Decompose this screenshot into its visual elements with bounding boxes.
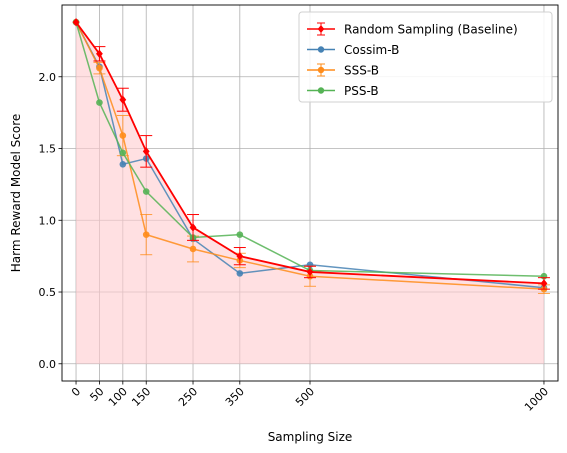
y-tick-label: 0.0 (39, 358, 57, 371)
legend-entry: Random Sampling (Baseline) (307, 22, 518, 37)
y-axis-label: Harm Reward Model Score (9, 114, 23, 273)
x-tick-label: 150 (129, 385, 153, 409)
data-point (96, 99, 103, 106)
x-tick-label: 350 (223, 385, 247, 409)
series-line (75, 22, 544, 277)
series-line (75, 21, 545, 289)
x-tick-label: 250 (176, 385, 200, 409)
x-tick-label: 500 (293, 385, 317, 409)
legend-marker (317, 46, 325, 53)
legend-label: Random Sampling (Baseline) (344, 23, 518, 37)
legend-marker (317, 66, 325, 74)
data-point (236, 251, 244, 261)
data-point (540, 279, 548, 288)
data-point (119, 149, 127, 157)
legend-entry: SSS-B (307, 63, 379, 78)
x-tick-label: 100 (106, 385, 130, 409)
y-tick-label: 1.0 (39, 214, 57, 227)
legend-entry: Cossim-B (307, 43, 399, 57)
x-axis-label: Sampling Size (268, 430, 353, 444)
legend-marker (317, 25, 325, 33)
data-point (189, 223, 197, 232)
legend-marker (317, 87, 325, 94)
data-point (236, 231, 244, 238)
data-point (142, 188, 150, 195)
x-tick-label: 0 (69, 385, 83, 399)
data-point (96, 49, 103, 58)
legend-label: SSS-B (344, 64, 379, 78)
series-layer (72, 18, 550, 294)
y-tick-label: 2.0 (39, 71, 57, 84)
series-random-sampling-baseline (72, 18, 550, 290)
legend: Random Sampling (Baseline) Cossim-B SSS-B P… (298, 11, 553, 103)
y-tick-label: 1.5 (39, 143, 57, 156)
x-tick-label: 1000 (522, 385, 551, 414)
data-point (306, 267, 314, 277)
x-tick-label: 50 (87, 385, 106, 404)
legend-label: PSS-B (344, 84, 379, 98)
data-point (142, 231, 150, 238)
legend-frame (298, 11, 553, 103)
legend-entry: PSS-B (307, 84, 379, 98)
series-line (75, 21, 545, 290)
data-point (189, 245, 197, 253)
y-tick-label: 0.5 (39, 286, 57, 299)
data-point (119, 132, 127, 139)
data-point (119, 95, 127, 104)
data-point (119, 160, 127, 168)
legend-label: Cossim-B (344, 43, 399, 57)
data-point (72, 18, 80, 27)
data-point (236, 270, 244, 277)
data-point (96, 64, 103, 72)
data-point (142, 147, 150, 156)
